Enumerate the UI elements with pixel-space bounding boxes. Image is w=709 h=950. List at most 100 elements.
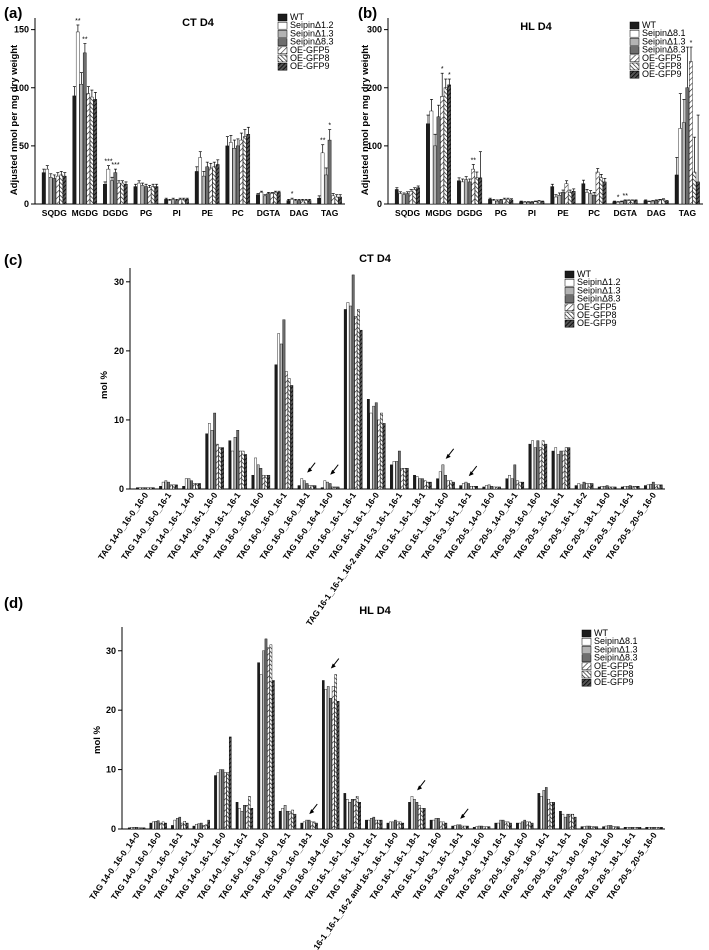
- bar: [52, 178, 56, 205]
- bar: [457, 180, 461, 205]
- bar: [689, 61, 693, 205]
- bar: [592, 195, 596, 205]
- bar: [282, 319, 286, 490]
- bar: [208, 423, 211, 490]
- bar: [418, 805, 421, 830]
- bar: [149, 487, 153, 490]
- bar: [171, 825, 174, 830]
- y-tick-label: 20: [106, 705, 116, 715]
- legend-label: SeipinΔ8.3: [642, 45, 686, 55]
- arrow-head: [309, 809, 315, 815]
- bar: [300, 200, 305, 205]
- bar: [564, 183, 569, 205]
- bar: [41, 172, 46, 205]
- bar: [553, 196, 558, 205]
- bar: [628, 827, 632, 830]
- bar: [474, 177, 479, 205]
- bar: [346, 302, 350, 490]
- bar: [633, 827, 637, 830]
- bar: [277, 192, 281, 205]
- bar: [178, 199, 182, 205]
- bar: [651, 481, 655, 490]
- bar: [146, 487, 150, 490]
- bar: [221, 769, 225, 830]
- x-tick-label: DAG: [290, 208, 309, 218]
- bar: [215, 443, 219, 490]
- legend-swatch: [277, 30, 288, 38]
- bar: [506, 821, 510, 830]
- bar: [540, 796, 543, 830]
- bar: [192, 825, 196, 830]
- bar: [551, 450, 555, 490]
- bar: [442, 821, 445, 830]
- bar: [310, 821, 313, 830]
- bar: [228, 440, 232, 490]
- panel-d-ylabel: mol %: [92, 725, 103, 754]
- bar: [293, 813, 297, 830]
- bar: [588, 825, 591, 830]
- bar: [626, 827, 629, 830]
- bar: [241, 450, 245, 490]
- bar: [277, 333, 281, 490]
- bar: [585, 825, 589, 830]
- bar: [256, 194, 260, 205]
- bar: [394, 189, 399, 205]
- bar: [477, 825, 481, 830]
- bar: [183, 821, 186, 830]
- bar: [544, 787, 548, 830]
- bar: [396, 821, 400, 830]
- bar: [498, 200, 503, 205]
- bar: [438, 471, 442, 490]
- bar: [657, 484, 660, 490]
- bar: [215, 164, 220, 205]
- bar: [200, 822, 203, 830]
- bar: [244, 454, 248, 490]
- bar: [285, 371, 288, 490]
- legend-label: SeipinΔ8.1: [594, 636, 638, 646]
- legend-swatch: [564, 303, 575, 312]
- bar: [357, 309, 360, 490]
- bar: [440, 96, 444, 205]
- bar: [569, 813, 572, 830]
- bar: [390, 464, 393, 490]
- bar: [353, 799, 356, 830]
- bar: [471, 168, 475, 205]
- bar: [612, 201, 617, 205]
- bar: [336, 486, 340, 490]
- bar: [614, 826, 618, 830]
- bar: [628, 485, 632, 490]
- bar: [240, 810, 244, 830]
- bar: [409, 191, 413, 205]
- bar: [492, 486, 496, 490]
- bar: [433, 145, 437, 205]
- bar: [192, 483, 196, 490]
- bar: [133, 186, 138, 205]
- significance-mark: *: [617, 195, 620, 202]
- bar: [224, 772, 227, 830]
- bar: [267, 474, 271, 490]
- bar: [365, 819, 368, 830]
- bar: [516, 822, 519, 830]
- bar: [242, 136, 247, 205]
- bar: [374, 819, 378, 830]
- bar: [475, 826, 478, 830]
- x-tick-label: PE: [557, 208, 569, 218]
- bar: [609, 825, 613, 830]
- bar: [236, 430, 240, 490]
- bar: [643, 200, 648, 205]
- bar: [346, 799, 349, 830]
- x-tick-label: TAG: [679, 208, 697, 218]
- legend-swatch: [564, 278, 575, 287]
- bar: [502, 199, 507, 205]
- bar: [336, 701, 340, 830]
- bar: [195, 824, 198, 830]
- bar: [302, 480, 306, 490]
- bar: [685, 87, 690, 205]
- bar: [382, 423, 386, 490]
- bar: [326, 686, 330, 830]
- bar: [349, 305, 352, 490]
- bar: [655, 827, 658, 830]
- bar: [461, 825, 464, 830]
- bar: [571, 191, 576, 205]
- bar: [263, 195, 267, 205]
